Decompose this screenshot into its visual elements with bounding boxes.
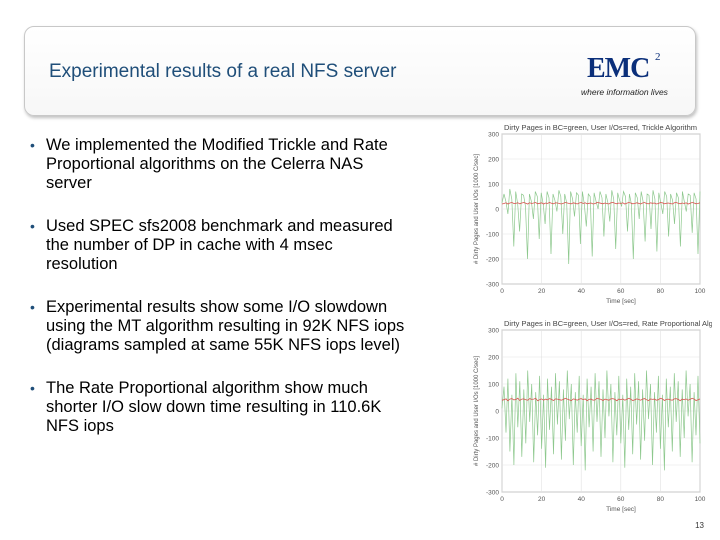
x-axis-label: Time [sec] [606,298,636,305]
bullet-dot-icon: • [30,137,35,153]
logo-brand: EMC [587,53,650,84]
title-banner: Experimental results of a real NFS serve… [24,26,696,116]
chart-rate-proportional-svg: Dirty Pages in BC=green, User I/Os=red, … [474,319,712,513]
y-tick-label: -200 [486,463,499,470]
y-tick-label: -100 [486,436,499,443]
x-tick-label: 100 [695,496,706,503]
bullet-text: Experimental results show some I/O slowd… [46,298,405,354]
series-line-red [501,397,701,402]
x-tick-label: 100 [695,288,706,295]
y-axis-label: # Dirty Pages and User I/Os [1000 C/sec] [474,154,480,264]
y-tick-label: 0 [495,207,499,214]
x-tick-label: 80 [657,288,665,295]
series-line-red [501,202,701,205]
x-tick-label: 0 [500,288,504,295]
y-tick-label: -100 [486,232,499,239]
y-tick-label: 100 [488,182,499,189]
bullet-text: We implemented the Modified Trickle and … [46,136,388,192]
chart-trickle-svg: Dirty Pages in BC=green, User I/Os=red, … [474,123,706,305]
series-line-green [501,370,701,471]
x-tick-label: 20 [538,496,546,503]
bullet-item: • We implemented the Modified Trickle and… [28,136,408,193]
logo-tagline: where information lives [581,87,668,97]
chart-trickle: Dirty Pages in BC=green, User I/Os=red, … [466,120,712,312]
bullet-item: • The Rate Proportional algorithm show mu… [28,379,408,436]
x-tick-label: 40 [578,496,586,503]
y-tick-label: -200 [486,257,499,264]
y-tick-label: 200 [488,157,499,164]
y-tick-label: 100 [488,382,499,389]
page-number: 13 [695,521,704,530]
bullet-list: • We implemented the Modified Trickle and… [28,136,408,460]
y-tick-label: 300 [488,132,499,139]
bullet-dot-icon: • [30,218,35,234]
chart-title: Dirty Pages in BC=green, User I/Os=red, … [504,123,697,132]
x-tick-label: 40 [578,288,586,295]
bullet-text: Used SPEC sfs2008 benchmark and measured… [46,217,393,273]
x-tick-label: 0 [500,496,504,503]
bullet-item: • Experimental results show some I/O slow… [28,298,408,355]
chart-title: Dirty Pages in BC=green, User I/Os=red, … [504,319,712,328]
x-tick-label: 80 [657,496,665,503]
bullet-dot-icon: • [30,380,35,396]
y-tick-label: 0 [495,409,499,416]
x-axis-label: Time [sec] [606,506,636,513]
emc-logo: EMC 2 where information lives [581,49,691,101]
y-tick-label: 200 [488,355,499,362]
y-tick-label: 300 [488,328,499,335]
y-tick-label: -300 [486,490,499,497]
x-tick-label: 60 [617,496,625,503]
bullet-item: • Used SPEC sfs2008 benchmark and measure… [28,217,408,274]
y-tick-label: -300 [486,282,499,289]
logo-superscript: 2 [655,51,661,63]
slide-title: Experimental results of a real NFS serve… [49,61,397,82]
x-tick-label: 20 [538,288,546,295]
chart-rate-proportional: Dirty Pages in BC=green, User I/Os=red, … [466,316,712,520]
y-axis-label: # Dirty Pages and User I/Os [1000 C/sec] [474,356,480,466]
x-tick-label: 60 [617,288,625,295]
bullet-text: The Rate Proportional algorithm show muc… [46,379,382,435]
bullet-dot-icon: • [30,299,35,315]
